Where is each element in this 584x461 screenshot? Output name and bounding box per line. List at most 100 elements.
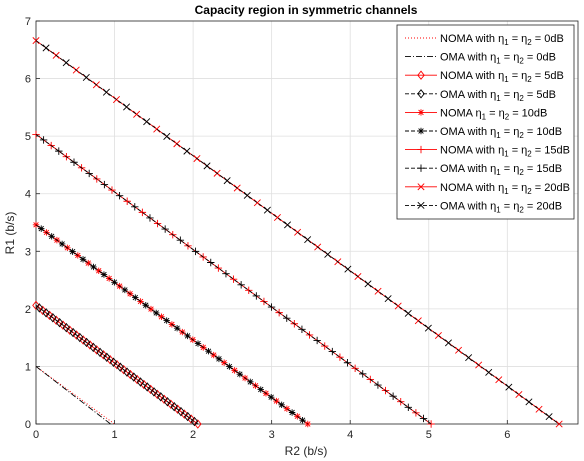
data-point-marker bbox=[247, 378, 254, 386]
legend-marker-sample bbox=[417, 70, 425, 80]
data-point-marker bbox=[70, 158, 78, 166]
data-point-marker bbox=[283, 405, 291, 412]
data-point-marker bbox=[123, 367, 131, 377]
data-point-marker bbox=[267, 303, 276, 311]
legend-entry: NOMA with η1 = η2 = 0dB bbox=[405, 33, 564, 47]
data-point-marker bbox=[283, 314, 291, 322]
data-point-marker bbox=[69, 327, 77, 338]
legend-marker-sample bbox=[417, 127, 425, 135]
data-point-marker bbox=[173, 404, 182, 414]
x-tick-label: 1 bbox=[111, 429, 117, 441]
data-point-marker bbox=[49, 313, 57, 323]
data-point-marker bbox=[106, 355, 114, 365]
data-point-marker bbox=[384, 295, 392, 303]
data-point-marker bbox=[374, 381, 382, 389]
data-point-marker bbox=[38, 305, 47, 316]
legend-entry: OMA with η1 = η2 = 0dB bbox=[405, 52, 556, 66]
legend-label: OMA with η1 = η2 = 20dB bbox=[440, 200, 562, 214]
data-point-marker bbox=[158, 313, 165, 320]
data-point-marker bbox=[298, 325, 306, 334]
data-point-marker bbox=[288, 409, 296, 416]
data-point-marker bbox=[465, 354, 473, 362]
x-tick-label: 2 bbox=[190, 429, 196, 441]
legend-marker-sample bbox=[417, 183, 425, 191]
data-point-marker bbox=[123, 197, 131, 205]
data-point-marker bbox=[485, 368, 493, 376]
data-point-marker bbox=[108, 186, 116, 194]
data-point-marker bbox=[220, 359, 228, 366]
data-point-marker bbox=[42, 44, 50, 52]
y-tick-label: 2 bbox=[25, 304, 31, 316]
series-8 bbox=[35, 134, 432, 425]
legend-entry: OMA with η1 = η2 = 15dB bbox=[405, 163, 562, 177]
legend-entry: OMA with η1 = η2 = 20dB bbox=[405, 200, 562, 214]
data-point-marker bbox=[359, 370, 367, 378]
data-point-marker bbox=[351, 364, 359, 373]
y-tick-label: 6 bbox=[25, 74, 31, 86]
data-point-marker bbox=[82, 73, 90, 81]
data-point-marker bbox=[89, 342, 98, 353]
data-point-marker bbox=[343, 359, 352, 367]
series-line bbox=[35, 134, 432, 425]
legend-entry: NOMA with η1 = η2 = 15dB bbox=[405, 145, 570, 159]
data-point-marker bbox=[328, 347, 337, 356]
data-point-marker bbox=[48, 233, 55, 240]
y-axis-label: R1 (b/s) bbox=[3, 212, 17, 255]
data-point-marker bbox=[191, 247, 200, 256]
data-point-marker bbox=[42, 308, 50, 318]
data-point-marker bbox=[253, 199, 261, 207]
data-point-marker bbox=[100, 271, 108, 278]
data-point-marker bbox=[58, 240, 66, 248]
legend-marker-sample bbox=[417, 89, 425, 99]
legend-entry: NOMA with η1 = η2 = 5dB bbox=[405, 70, 564, 84]
series-10 bbox=[35, 40, 560, 425]
y-tick-label: 5 bbox=[25, 131, 31, 143]
data-point-marker bbox=[183, 411, 192, 422]
data-point-marker bbox=[153, 125, 161, 133]
data-point-marker bbox=[86, 340, 94, 350]
data-point-marker bbox=[404, 403, 413, 411]
data-point-marker bbox=[79, 256, 87, 263]
data-point-marker bbox=[146, 214, 154, 222]
series-4 bbox=[35, 303, 199, 427]
data-point-marker bbox=[273, 214, 281, 222]
data-point-marker bbox=[304, 420, 311, 428]
y-tick-label: 7 bbox=[25, 16, 31, 28]
data-point-marker bbox=[136, 377, 145, 387]
data-point-marker bbox=[364, 280, 372, 288]
data-point-marker bbox=[133, 110, 141, 118]
series-line bbox=[35, 305, 199, 425]
x-axis-label: R2 (b/s) bbox=[285, 444, 328, 458]
data-point-marker bbox=[62, 322, 71, 333]
data-point-marker bbox=[252, 292, 261, 300]
legend-label: OMA with η1 = η2 = 0dB bbox=[440, 52, 556, 66]
data-point-marker bbox=[304, 236, 312, 244]
data-point-marker bbox=[184, 332, 191, 340]
series-2 bbox=[35, 366, 111, 425]
data-point-marker bbox=[35, 303, 44, 313]
data-point-marker bbox=[147, 305, 155, 313]
data-point-marker bbox=[173, 325, 181, 332]
data-point-marker bbox=[555, 420, 563, 428]
data-point-marker bbox=[394, 302, 402, 310]
data-point-marker bbox=[156, 392, 165, 402]
data-point-marker bbox=[210, 351, 217, 359]
data-point-marker bbox=[100, 180, 109, 189]
data-point-marker bbox=[55, 147, 63, 155]
data-point-marker bbox=[38, 225, 45, 232]
data-point-marker bbox=[69, 248, 76, 255]
data-point-marker bbox=[131, 203, 139, 211]
legend-label: OMA with η1 = η2 = 10dB bbox=[440, 126, 562, 140]
series-line bbox=[35, 366, 111, 425]
data-point-marker bbox=[111, 279, 118, 286]
data-point-marker bbox=[119, 364, 128, 375]
series-line bbox=[35, 366, 115, 425]
data-point-marker bbox=[39, 136, 48, 144]
y-tick-label: 1 bbox=[25, 361, 31, 373]
data-point-marker bbox=[278, 401, 285, 409]
data-point-marker bbox=[344, 265, 352, 273]
data-point-marker bbox=[299, 416, 306, 424]
data-point-marker bbox=[324, 250, 332, 258]
data-point-marker bbox=[194, 340, 202, 347]
legend-marker-sample bbox=[417, 201, 425, 209]
